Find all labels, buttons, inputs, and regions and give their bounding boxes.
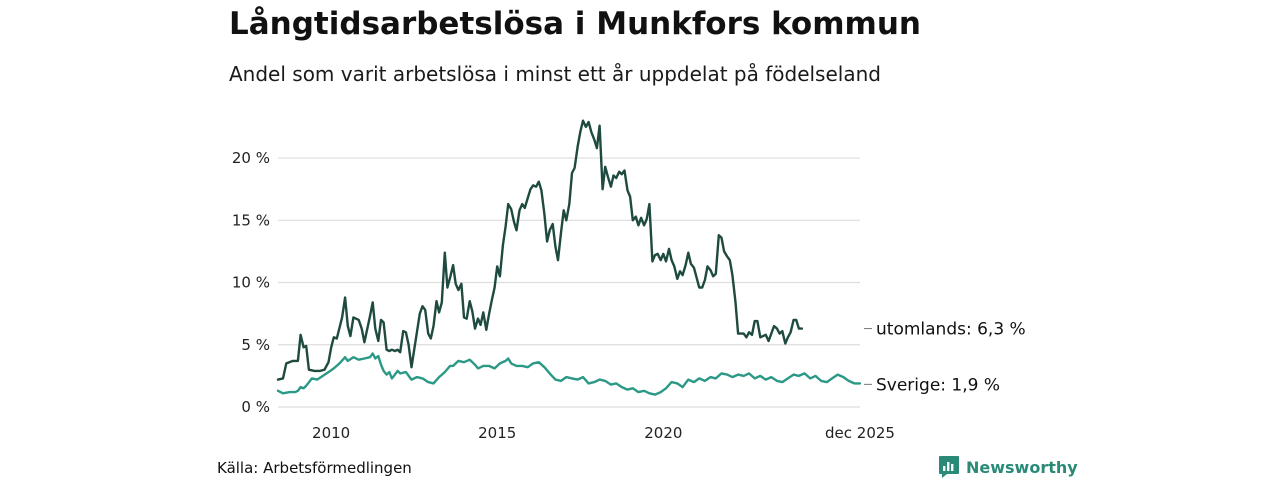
series-end-label: utomlands: 6,3 %: [876, 320, 1026, 340]
x-tick-label: 2020: [644, 424, 682, 442]
y-axis: 0 % 5 % 10 % 15 % 20 %: [232, 149, 270, 416]
series-end-labels: utomlands: 6,3 % Sverige: 1,9 %: [864, 320, 1026, 395]
y-tick-label: 0 %: [241, 398, 270, 416]
y-tick-label: 10 %: [232, 274, 270, 292]
y-tick-label: 15 %: [232, 211, 270, 229]
y-tick-label: 20 %: [232, 149, 270, 167]
x-tick-label: 2010: [312, 424, 350, 442]
series-end-label: Sverige: 1,9 %: [876, 375, 1000, 395]
chart-title: Långtidsarbetslösa i Munkfors kommun: [229, 6, 921, 42]
series-line-utomlands: [276, 119, 804, 381]
brand-logo: Newsworthy: [938, 455, 1078, 479]
y-tick-label: 5 %: [241, 336, 270, 354]
series-lines: [276, 119, 862, 396]
brand-name: Newsworthy: [966, 457, 1078, 477]
x-tick-label: 2015: [478, 424, 516, 442]
chart-subtitle: Andel som varit arbetslösa i minst ett å…: [229, 62, 881, 86]
x-axis: 2010 2015 2020 dec 2025: [312, 424, 895, 442]
series-line-sverige: [276, 352, 862, 396]
source-note: Källa: Arbetsförmedlingen: [217, 459, 412, 477]
newsworthy-logo-icon: [939, 456, 959, 478]
x-tick-label: dec 2025: [825, 424, 895, 442]
gridlines: [278, 157, 860, 408]
